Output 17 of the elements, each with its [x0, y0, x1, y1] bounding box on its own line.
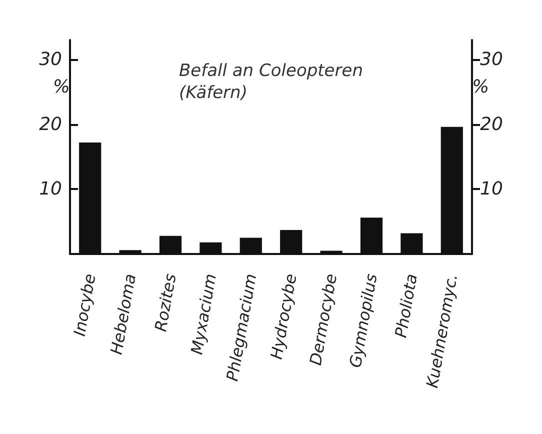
x-tick-label: Inocybe [70, 272, 100, 338]
y2-tick-label: 20 [480, 114, 503, 135]
x-tick-label: Hebeloma [106, 272, 140, 356]
y-tick-label: 10 [39, 178, 62, 200]
x-tick-label: Gymnopilus [346, 272, 381, 370]
y2-tick-label: 10 [480, 178, 503, 200]
y2-tick-label: 30 [480, 48, 503, 70]
y-tick-label: 30 [39, 48, 62, 70]
y2-axis-title: % [472, 76, 490, 98]
x-tick-label: Pholiota [391, 272, 422, 340]
x-tick-label: Dermocybe [306, 272, 341, 367]
y-tick-label: 20 [39, 114, 62, 135]
text: Befall an Coleopteren (Käfern) [179, 61, 363, 103]
y-axis-title: % [52, 76, 70, 98]
x-tick-label: Rozites [151, 272, 180, 333]
x-tick-label: Hydrocybe [266, 272, 300, 361]
x-tick-label: Myxacium [187, 272, 220, 356]
